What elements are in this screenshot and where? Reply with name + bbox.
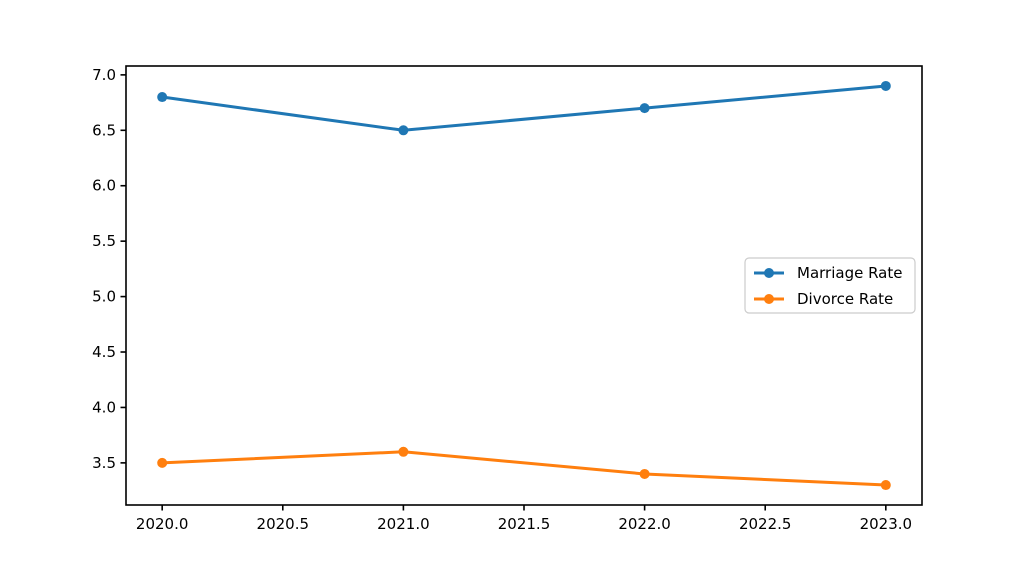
x-tick-label: 2023.0 [860,515,913,533]
y-tick-label: 4.5 [92,343,116,361]
plot-frame [125,65,923,506]
y-tick-label: 5.5 [92,232,116,250]
divorce-rate-marker [398,446,409,457]
legend-sample-marker [764,294,774,304]
divorce-rate-marker [880,480,891,491]
divorce-rate-line [160,450,888,487]
y-tick-label: 4.0 [92,398,116,416]
y-tick-label: 5.0 [92,288,116,306]
marriage-rate-line [160,84,888,132]
x-tick-label: 2021.5 [498,515,551,533]
marriage-rate-marker [398,125,409,136]
y-tick-label: 6.5 [92,121,116,139]
legend-box [744,257,916,314]
legend-label-divorce-rate: Divorce Rate [797,290,893,308]
x-tick-label: 2022.0 [618,515,671,533]
y-tick-label: 7.0 [92,66,116,84]
x-tick-label: 2021.0 [377,515,430,533]
divorce-rate-marker [639,468,650,479]
x-tick-label: 2020.0 [136,515,189,533]
x-tick-label: 2020.5 [257,515,310,533]
marriage-rate-marker [639,103,650,114]
marriage-rate-marker [880,80,891,91]
legend-label-marriage-rate: Marriage Rate [797,264,902,282]
marriage-rate-marker [157,92,168,103]
x-tick-label: 2022.5 [739,515,792,533]
legend-sample-marker [764,268,774,278]
divorce-rate-marker [157,457,168,468]
y-tick-label: 3.5 [92,454,116,472]
y-tick-label: 6.0 [92,177,116,195]
